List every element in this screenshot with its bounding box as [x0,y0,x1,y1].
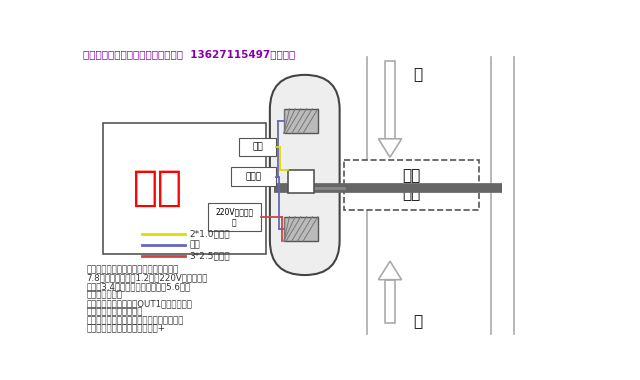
Bar [231,167,276,186]
Text: 7.8口，车辆检测器1.2口接220V电源，车辆: 7.8口，车辆检测器1.2口接220V电源，车辆 [86,274,207,282]
Text: 网线: 网线 [189,241,200,250]
Bar [385,61,396,139]
Text: 3*2.5电源线: 3*2.5电源线 [189,251,230,260]
Text: 交换机: 交换机 [246,172,262,181]
Text: 亭管理电脑通过交换机相连接。+: 亭管理电脑通过交换机相连接。+ [86,325,165,333]
Text: 武汉四方捷通专业智造车牌识别系统  13627115497（微信）: 武汉四方捷通专业智造车牌识别系统 13627115497（微信） [83,49,295,59]
Text: 岗亭: 岗亭 [132,167,182,209]
Text: 2*1.0控制线: 2*1.0控制线 [189,230,230,239]
FancyBboxPatch shape [270,75,340,275]
Bar [208,203,260,231]
Bar [103,123,266,253]
Text: 道闸关与公共。: 道闸关与公共。 [86,290,122,299]
Text: 摄像机开闸信号接口是OUT1接线口该接口: 摄像机开闸信号接口是OUT1接线口该接口 [86,299,192,308]
Polygon shape [378,261,402,280]
Text: 线与道闸公共和开连接。: 线与道闸公共和开连接。 [86,307,143,317]
Bar [239,138,276,157]
Text: 车辆检测器接线：地感线圈接车辆检测器: 车辆检测器接线：地感线圈接车辆检测器 [86,265,179,274]
Polygon shape [378,139,402,157]
Bar [288,170,314,193]
Text: 电脑: 电脑 [252,143,263,152]
Text: 220V电源控制
箱: 220V电源控制 箱 [215,207,253,227]
Bar [284,109,318,133]
Bar [284,217,318,241]
Text: 每个语音屏与摄像机都需要单独网线，与岗: 每个语音屏与摄像机都需要单独网线，与岗 [86,316,184,325]
Text: 进: 进 [413,314,422,329]
Text: 地感
线圈: 地感 线圈 [402,168,420,201]
Text: 出: 出 [413,67,422,82]
Bar [344,160,479,210]
Bar [385,280,396,323]
Text: 检测器3.4口接道闸公共与地感，5.6口接: 检测器3.4口接道闸公共与地感，5.6口接 [86,282,190,291]
